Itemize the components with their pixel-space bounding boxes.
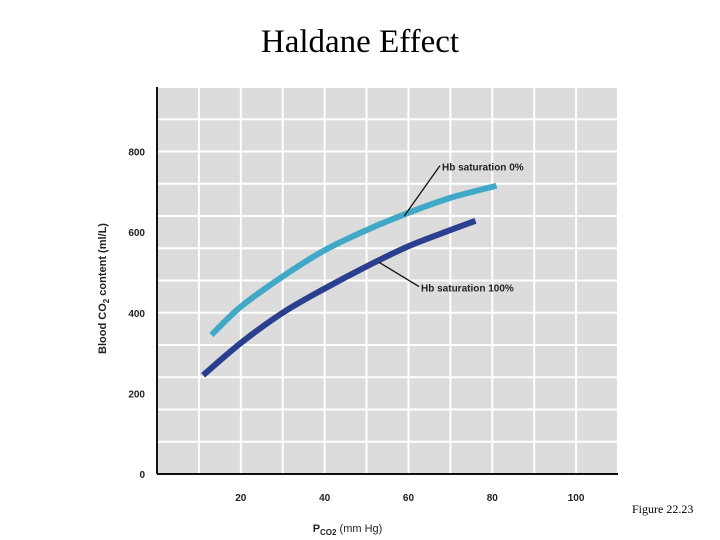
annotation-label: Hb saturation 0% bbox=[442, 163, 524, 174]
y-tick-label: 200 bbox=[128, 389, 145, 400]
x-tick-label: 40 bbox=[319, 493, 331, 504]
x-tick-label: 60 bbox=[403, 493, 415, 504]
x-tick-label: 80 bbox=[487, 493, 499, 504]
plot-area: 0 200 400 600 800 20 40 60 80 100 PCO2 (mm Hg) Bloo… bbox=[97, 86, 619, 537]
x-axis-label: PCO2 (mm Hg) bbox=[313, 523, 383, 537]
x-tick-label: 100 bbox=[568, 493, 585, 504]
page-title: Haldane Effect bbox=[260, 24, 460, 60]
y-axis-label: Blood CO2 content (ml/L) bbox=[97, 223, 111, 354]
series-line-hb-100 bbox=[201, 218, 477, 378]
x-tick-label: 20 bbox=[235, 493, 247, 504]
y-tick-label: 800 bbox=[128, 148, 145, 159]
annotation-leader bbox=[403, 165, 441, 217]
annotation-leader bbox=[378, 261, 420, 288]
annotation-label: Hb saturation 100% bbox=[421, 284, 514, 295]
figure-caption: Figure 22.23 bbox=[632, 502, 694, 516]
series-line-hb-0 bbox=[209, 182, 498, 338]
y-tick-label: 0 bbox=[139, 470, 145, 481]
y-tick-label: 400 bbox=[128, 309, 145, 320]
y-tick-label: 600 bbox=[128, 228, 145, 239]
